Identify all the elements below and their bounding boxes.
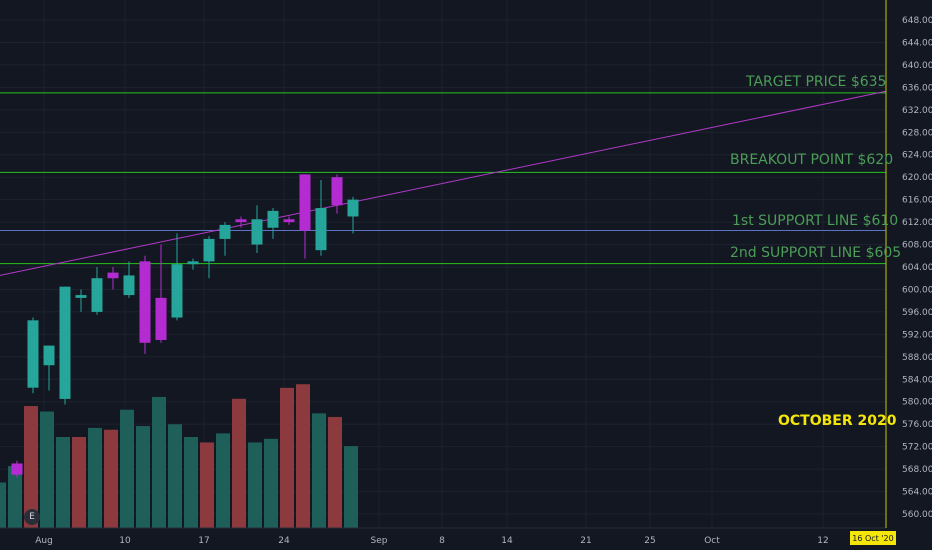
price-tick-label: 612.00 <box>902 218 932 228</box>
volume-bar <box>40 411 54 528</box>
candle-body <box>299 174 311 231</box>
volume-bar <box>72 437 86 528</box>
time-tick-label: 24 <box>278 536 290 546</box>
candle-body <box>171 264 183 318</box>
candle-body <box>139 261 151 343</box>
candle-body <box>283 219 295 223</box>
volume-bar <box>120 409 134 528</box>
candle-body <box>75 295 87 298</box>
time-axis[interactable]: Aug 10 17 24 Sep 8 14 21 25 Oct 12 16 Oct '20 <box>0 0 896 546</box>
candle-body <box>187 261 199 265</box>
price-tick-label: 576.00 <box>902 420 932 430</box>
volume-bar <box>328 416 342 528</box>
earnings-marker[interactable]: E <box>24 509 40 525</box>
time-tick-label: Aug <box>35 536 53 546</box>
time-tick-label: 12 <box>817 536 828 546</box>
price-tick-label: 600.00 <box>902 285 932 295</box>
price-tick-label: 584.00 <box>902 375 932 385</box>
volume-bar <box>184 437 198 528</box>
trendline-path[interactable] <box>0 90 887 276</box>
price-tick-label: 644.00 <box>902 38 932 48</box>
price-tick-label: 640.00 <box>902 61 932 71</box>
price-tick-label: 560.00 <box>902 510 932 520</box>
candles <box>11 174 359 478</box>
volume-bar <box>344 446 358 528</box>
candle-body <box>155 297 167 340</box>
price-tick-label: 580.00 <box>902 398 932 408</box>
time-tick-label: 17 <box>198 536 209 546</box>
breakout-point-annotation: BREAKOUT POINT $620 <box>730 152 894 168</box>
volume-bar <box>232 398 246 528</box>
candle-body <box>219 224 231 239</box>
candle-body <box>347 199 359 217</box>
candle-body <box>11 463 23 475</box>
volume-bar <box>312 413 326 528</box>
candle-body <box>123 275 135 296</box>
current-date-label: 16 Oct '20 <box>852 534 893 543</box>
time-tick-label: Sep <box>371 536 388 546</box>
price-tick-label: 632.00 <box>902 106 932 116</box>
candle-body <box>315 208 327 251</box>
volume-bar <box>88 427 102 528</box>
candle-body <box>235 219 247 223</box>
time-tick-label: 25 <box>644 536 655 546</box>
volume-bar <box>248 442 262 528</box>
price-tick-label: 620.00 <box>902 173 932 183</box>
current-date-tag <box>850 531 896 545</box>
candle-body <box>27 320 39 388</box>
candle-body <box>331 177 343 206</box>
price-tick-label: 568.00 <box>902 465 932 475</box>
volume-bar <box>264 438 278 528</box>
volume-bar <box>104 429 118 528</box>
price-tick-label: 592.00 <box>902 330 932 340</box>
volume-bar <box>56 437 70 528</box>
time-tick-label: 21 <box>580 536 591 546</box>
support-line-1-annotation: 1st SUPPORT LINE $610 <box>732 213 899 229</box>
time-tick-label: 10 <box>119 536 131 546</box>
volume-bar <box>296 384 310 528</box>
time-tick-label: 14 <box>501 536 513 546</box>
volume-bar <box>0 482 6 528</box>
price-tick-label: 596.00 <box>902 308 932 318</box>
price-tick-label: 604.00 <box>902 263 932 273</box>
price-tick-label: 624.00 <box>902 151 932 161</box>
volume-bar <box>8 466 22 528</box>
volume-bar <box>152 396 166 528</box>
month-annotation: OCTOBER 2020 <box>778 413 897 429</box>
price-tick-label: 608.00 <box>902 241 932 251</box>
volume-bar <box>24 406 38 528</box>
support-line-2-annotation: 2nd SUPPORT LINE $605 <box>730 245 902 261</box>
time-tick-label: 8 <box>439 536 445 546</box>
candle-body <box>203 238 215 262</box>
volume-bar <box>136 426 150 528</box>
volume-bars <box>0 384 358 528</box>
volume-bar <box>168 424 182 528</box>
target-price-annotation: TARGET PRICE $635 <box>746 74 887 90</box>
candle-body <box>251 219 263 245</box>
price-tick-label: 616.00 <box>902 196 932 206</box>
candle-body <box>59 286 71 399</box>
trendline[interactable] <box>0 90 887 276</box>
candle-body <box>267 210 279 228</box>
price-tick-label: 628.00 <box>902 128 932 138</box>
candle-body <box>107 272 119 279</box>
price-tick-label: 572.00 <box>902 443 932 453</box>
candle-body <box>91 278 103 312</box>
price-tick-label: 588.00 <box>902 353 932 363</box>
price-tick-label: 564.00 <box>902 488 932 498</box>
price-axis-background <box>886 0 932 550</box>
time-tick-label: Oct <box>704 536 720 546</box>
price-tick-label: 648.00 <box>902 16 932 26</box>
volume-bar <box>280 387 294 528</box>
volume-bar <box>200 442 214 528</box>
price-tick-label: 636.00 <box>902 83 932 93</box>
candle-body <box>43 345 55 366</box>
price-axis[interactable]: 560.00 564.00 568.00 572.00 576.00 580.00 584.… <box>886 0 932 550</box>
volume-bar <box>216 433 230 528</box>
